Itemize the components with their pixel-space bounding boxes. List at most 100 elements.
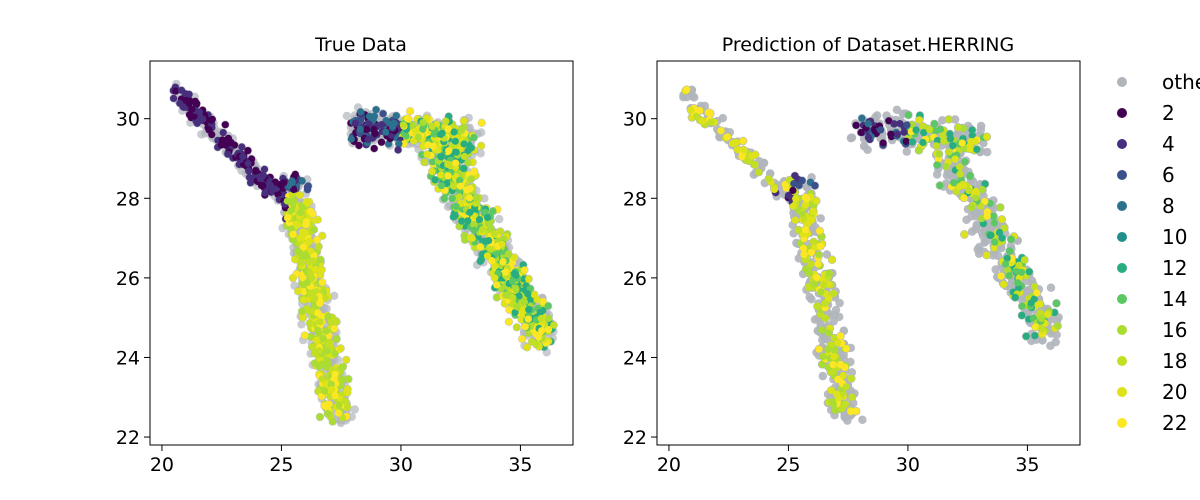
scatter-point-20 xyxy=(337,344,345,352)
scatter-point-18 xyxy=(537,314,545,323)
scatter-point-18 xyxy=(327,318,335,326)
scatter-point-20 xyxy=(318,232,326,240)
scatter-point-16 xyxy=(339,376,347,384)
scatter-point-16 xyxy=(306,333,315,341)
scatter-point-16 xyxy=(335,401,343,409)
scatter-points-true-data xyxy=(169,79,558,428)
panel-title-true-data: True Data xyxy=(314,34,407,56)
scatter-point-2 xyxy=(363,125,371,134)
scatter-point-background xyxy=(297,320,306,329)
scatter-point-22 xyxy=(299,243,308,251)
scatter-point-20 xyxy=(318,266,326,274)
scatter-point-14 xyxy=(456,176,464,185)
scatter-point-18 xyxy=(314,387,322,395)
scatter-point-16 xyxy=(298,307,306,315)
panel-prediction: Prediction of Dataset.HERRING 20 25 30 3522… xyxy=(623,34,1081,476)
scatter-point-20 xyxy=(491,262,499,270)
scatter-point-18 xyxy=(339,414,347,422)
scatter-point-22 xyxy=(316,299,324,307)
scatter-point-20 xyxy=(428,167,436,176)
scatter-point-20 xyxy=(533,295,541,303)
scatter-point-14 xyxy=(440,195,448,203)
scatter-point-22 xyxy=(535,333,543,341)
scatter-point-18 xyxy=(420,158,428,166)
scatter-point-16 xyxy=(339,363,347,371)
scatter-point-6 xyxy=(303,186,312,194)
scatter-point-22 xyxy=(318,278,326,286)
scatter-point-12 xyxy=(437,130,445,138)
scatter-point-4 xyxy=(261,189,269,197)
scatter-point-16 xyxy=(324,410,332,418)
scatter-point-18 xyxy=(325,338,334,346)
scatter-point-2 xyxy=(274,190,282,198)
scatter-point-18 xyxy=(341,397,349,405)
scatter-point-20 xyxy=(411,127,419,135)
scatter-point-22 xyxy=(463,186,471,194)
scatter-point-8 xyxy=(347,135,355,143)
scatter-point-22 xyxy=(307,207,315,215)
x-tick-label: 30 xyxy=(389,454,413,476)
scatter-point-4 xyxy=(245,167,253,175)
scatter-point-16 xyxy=(303,278,311,286)
scatter-point-2 xyxy=(185,99,193,107)
scatter-point-20 xyxy=(468,234,476,242)
x-tick-label: 25 xyxy=(269,454,293,476)
scatter-point-22 xyxy=(406,107,414,115)
scatter-point-2 xyxy=(221,121,229,129)
scatter-point-18 xyxy=(311,294,319,302)
scatter-point-8 xyxy=(298,177,306,185)
scatter-point-2 xyxy=(370,125,378,134)
scatter-point-20 xyxy=(299,228,307,236)
scatter-point-14 xyxy=(470,133,478,142)
scatter-point-20 xyxy=(299,314,307,322)
scatter-point-18 xyxy=(532,340,541,348)
scatter-point-16 xyxy=(513,303,521,311)
scatter-point-16 xyxy=(322,327,330,335)
scatter-point-6 xyxy=(379,110,387,118)
scatter-point-20 xyxy=(328,386,336,394)
scatter-point-8 xyxy=(365,112,373,120)
scatter-point-12 xyxy=(515,292,523,300)
scatter-point-16 xyxy=(457,125,465,134)
scatter-point-2 xyxy=(207,116,216,124)
scatter-point-16 xyxy=(504,250,513,258)
scatter-point-22 xyxy=(478,119,486,127)
scatter-point-16 xyxy=(512,286,520,294)
scatter-point-8 xyxy=(382,128,390,136)
scatter-point-20 xyxy=(294,287,302,295)
scatter-point-16 xyxy=(460,232,469,240)
scatter-point-16 xyxy=(294,247,302,255)
scatter-point-18 xyxy=(490,230,498,238)
scatter-point-4 xyxy=(239,153,247,161)
scatter-point-22 xyxy=(499,258,507,266)
scatter-point-22 xyxy=(283,214,292,222)
scatter-point-20 xyxy=(491,274,499,282)
scatter-point-12 xyxy=(536,308,544,316)
scatter-point-22 xyxy=(488,257,496,265)
scatter-point-16 xyxy=(310,226,318,234)
scatter-point-12 xyxy=(475,216,484,224)
scatter-point-20 xyxy=(483,252,492,260)
scatter-point-2 xyxy=(280,179,288,187)
scatter-point-14 xyxy=(419,125,427,133)
scatter-point-8 xyxy=(389,122,397,130)
scatter-points-prediction xyxy=(679,85,1063,425)
scatter-point-12 xyxy=(431,176,439,184)
x-tick-label: 20 xyxy=(150,454,174,476)
scatter-point-20 xyxy=(302,198,310,206)
scatter-point-8 xyxy=(372,106,380,114)
scatter-point-16 xyxy=(323,347,332,355)
scatter-point-20 xyxy=(437,171,445,179)
scatter-point-14 xyxy=(430,130,438,138)
scatter-point-20 xyxy=(518,316,526,324)
scatter-point-22 xyxy=(444,125,452,133)
scatter-point-2 xyxy=(193,100,201,108)
scatter-point-2 xyxy=(188,105,196,113)
scatter-point-20 xyxy=(313,336,321,344)
scatter-point-18 xyxy=(305,258,313,266)
scatter-point-16 xyxy=(324,313,332,321)
y-tick-label: 30 xyxy=(116,109,140,131)
scatter-point-22 xyxy=(313,236,321,244)
scatter-point-22 xyxy=(335,409,343,417)
